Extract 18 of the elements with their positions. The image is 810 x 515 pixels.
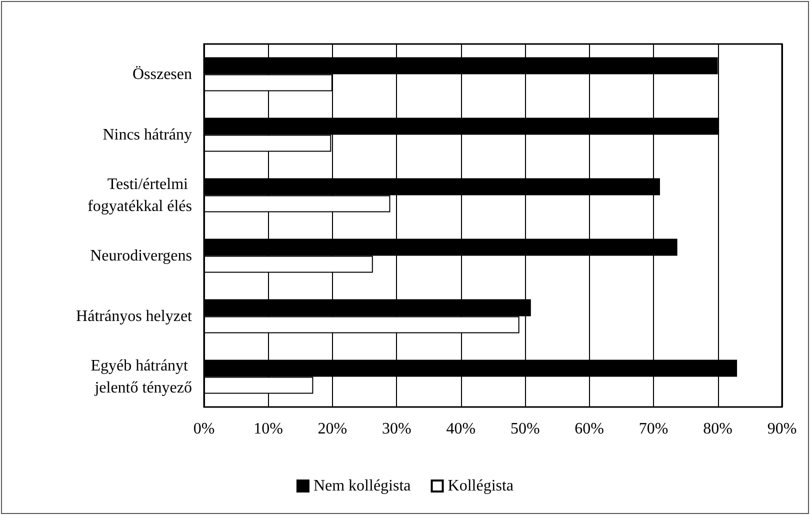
x-tick-label: 20% bbox=[318, 420, 348, 438]
legend-label: Nem kollégista bbox=[313, 478, 411, 494]
legend-label: Kollégista bbox=[448, 478, 514, 494]
x-tick-label: 70% bbox=[638, 420, 668, 438]
y-tick-label: Összesen bbox=[132, 66, 192, 83]
y-tick-label: Hátrányos helyzet bbox=[76, 308, 193, 325]
x-tick-label: 10% bbox=[254, 420, 283, 438]
x-tick-label: 60% bbox=[574, 420, 604, 438]
y-tick-label: Neurodivergens bbox=[90, 247, 192, 264]
x-tick-label: 0% bbox=[193, 420, 215, 438]
x-tick-label: 50% bbox=[510, 420, 540, 438]
y-tick-label: Egyéb hátrányt jelentő tényező bbox=[90, 357, 192, 396]
x-tick-label: 80% bbox=[703, 420, 732, 438]
y-tick-label: Testi/értelmi fogyatékkal élés bbox=[88, 176, 192, 215]
y-tick-label: Nincs hátrány bbox=[102, 126, 192, 144]
x-tick-label: 40% bbox=[446, 420, 476, 438]
x-tick-label: 30% bbox=[382, 420, 412, 438]
x-tick-label: 90% bbox=[767, 420, 797, 438]
